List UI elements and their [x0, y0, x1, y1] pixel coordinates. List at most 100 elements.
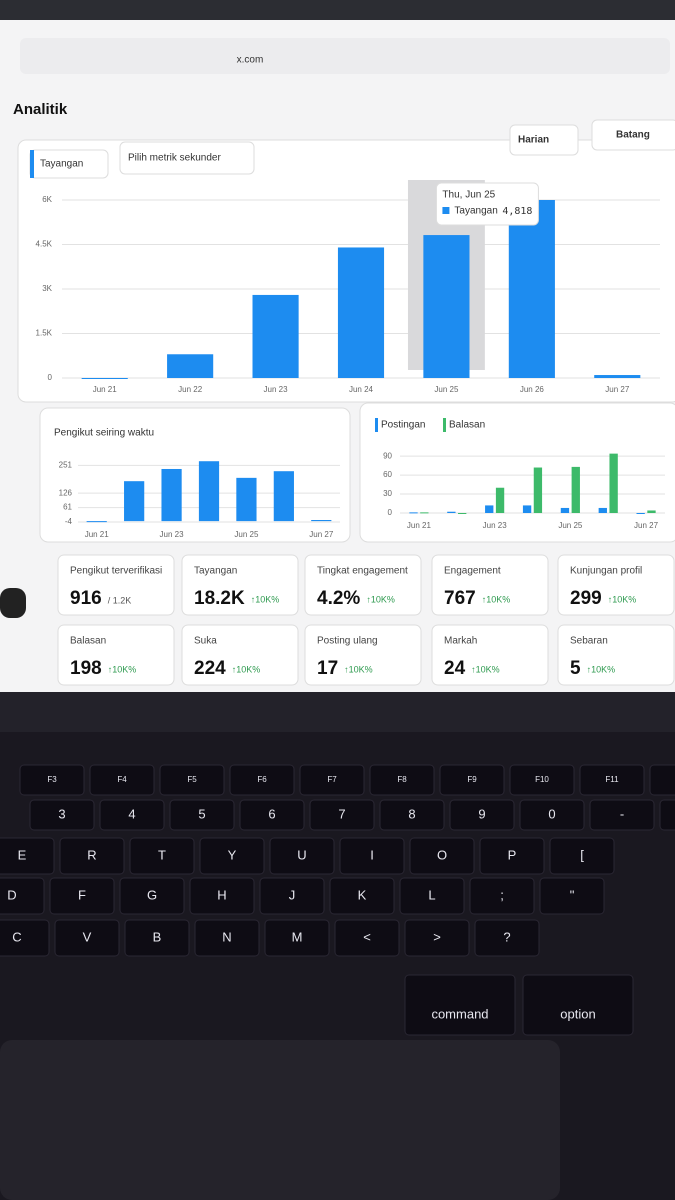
y-tick-label: 90 — [383, 451, 392, 460]
key-label: G — [147, 887, 157, 902]
bar — [311, 520, 332, 522]
stat-value: 198 — [70, 658, 102, 679]
url: x.com — [237, 55, 264, 66]
y-tick-label: 3K — [42, 284, 52, 293]
key — [539, 877, 605, 915]
stat-card — [304, 624, 422, 686]
y-tick-label: 126 — [59, 488, 73, 497]
bar — [337, 247, 385, 378]
key — [59, 837, 125, 875]
stat-card — [304, 554, 422, 616]
key-label: M — [292, 929, 303, 944]
stat-value: 4.2% — [317, 588, 360, 609]
y-tick-label: 0 — [388, 508, 393, 517]
stat-label: Engagement — [444, 566, 501, 577]
stat-value: 18.2K — [194, 588, 245, 609]
key-label: U — [297, 847, 306, 862]
key — [159, 764, 225, 796]
tooltip-title: Thu, Jun 25 — [442, 190, 495, 201]
followers-title: Pengikut seiring waktu — [54, 428, 154, 439]
tooltip — [435, 182, 539, 226]
x-tick-label: Jun 25 — [558, 521, 583, 530]
y-tick-label: 30 — [383, 489, 392, 498]
key — [194, 919, 260, 957]
side-button[interactable] — [0, 588, 26, 618]
x-tick-label: Jun 21 — [85, 530, 110, 539]
stat-value: 24 — [444, 658, 466, 679]
key-label: F4 — [117, 775, 127, 784]
stat-label: Tingkat engagement — [317, 566, 408, 577]
style-dropdown[interactable] — [591, 119, 675, 151]
key-label: L — [428, 887, 435, 902]
key-label: Y — [228, 847, 237, 862]
key-label: F9 — [467, 775, 477, 784]
x-tick-label: Jun 22 — [178, 385, 203, 394]
key-label: N — [222, 929, 231, 944]
trackpad — [0, 1040, 560, 1200]
interval-label[interactable]: Harian — [518, 135, 549, 146]
key-label: 5 — [198, 806, 205, 821]
key-label: F11 — [605, 775, 619, 784]
bar — [447, 511, 456, 513]
stat-sub: / 1.2K — [108, 595, 132, 605]
interval-dropdown[interactable] — [509, 124, 579, 156]
style-label[interactable]: Batang — [616, 130, 650, 141]
stat-card — [557, 554, 675, 616]
bar — [198, 461, 220, 522]
key — [259, 877, 325, 915]
stat-label: Sebaran — [570, 636, 608, 647]
posts-card — [359, 402, 675, 543]
bar — [124, 481, 145, 522]
x-tick-label: Jun 23 — [160, 530, 185, 539]
key — [299, 764, 365, 796]
y-tick-label: 6K — [42, 195, 52, 204]
key — [439, 764, 505, 796]
key-label: F10 — [535, 775, 549, 784]
metric-label[interactable]: Tayangan — [40, 159, 83, 170]
y-tick-label: 0 — [48, 373, 53, 382]
stat-change: ↑10K% — [344, 664, 373, 674]
stat-label: Suka — [194, 636, 217, 647]
bar — [273, 471, 294, 522]
key — [404, 974, 516, 1036]
key-label: F7 — [327, 775, 337, 784]
legend-label: Balasan — [449, 420, 485, 431]
key-label: J — [289, 887, 296, 902]
stat-label: Kunjungan profil — [570, 566, 642, 577]
key-label: F5 — [187, 775, 197, 784]
key — [579, 764, 645, 796]
secondary-label[interactable]: Pilih metrik sekunder — [128, 153, 221, 164]
bar — [571, 466, 580, 513]
key — [239, 799, 305, 831]
key — [479, 837, 545, 875]
bar — [236, 477, 257, 522]
bar — [495, 487, 505, 513]
tooltip-swatch — [442, 207, 450, 214]
key-label: command — [431, 1006, 488, 1021]
x-tick-label: Jun 27 — [634, 521, 659, 530]
stat-label: Balasan — [70, 636, 106, 647]
hinge — [0, 692, 675, 732]
stat-card — [57, 624, 175, 686]
key-label: F — [78, 887, 86, 902]
tooltip-value: 4,818 — [502, 206, 532, 217]
key — [49, 877, 115, 915]
key — [29, 799, 95, 831]
stat-card — [57, 554, 175, 616]
x-tick-label: Jun 23 — [264, 385, 289, 394]
x-tick-label: Jun 25 — [434, 385, 459, 394]
key — [469, 877, 535, 915]
stat-value: 224 — [194, 658, 226, 679]
x-tick-label: Jun 27 — [605, 385, 630, 394]
y-tick-label: -4 — [65, 517, 73, 526]
key — [264, 919, 330, 957]
address-bar[interactable] — [20, 38, 670, 74]
key — [54, 919, 120, 957]
bar — [409, 512, 418, 514]
key-label: O — [437, 847, 447, 862]
y-tick-label: 1.5K — [36, 329, 53, 338]
y-tick-label: 4.5K — [36, 240, 53, 249]
secondary-dropdown[interactable] — [119, 141, 255, 175]
bar — [423, 235, 470, 378]
